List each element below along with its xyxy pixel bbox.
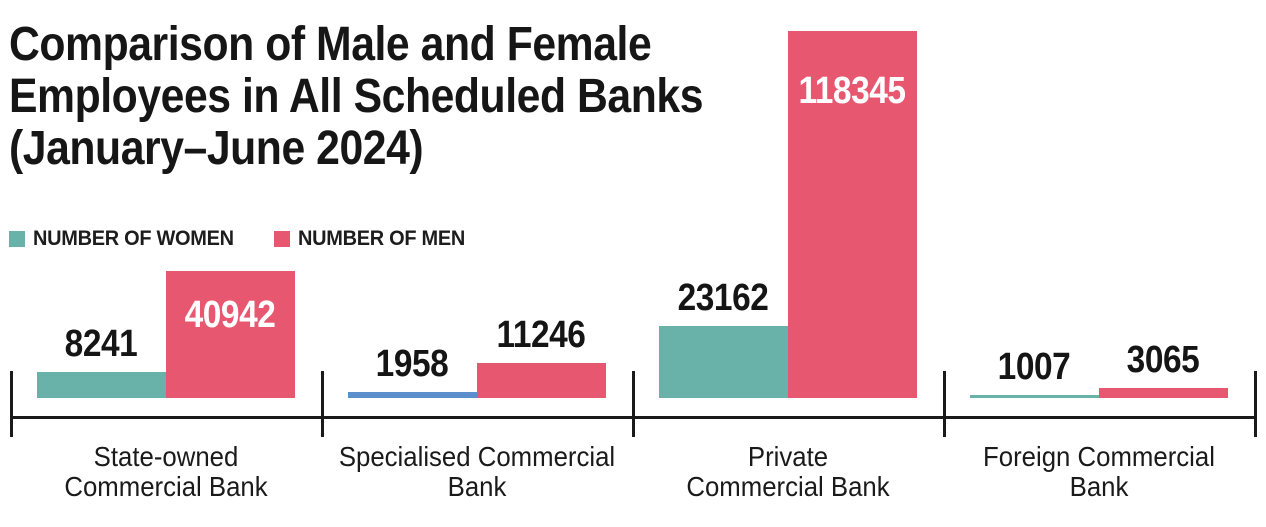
chart-legend: NUMBER OF WOMEN NUMBER OF MEN (9, 227, 474, 251)
axis-tick-3 (943, 371, 946, 437)
category-label-state-owned-commercial-bank: State-owned Commercial Bank (9, 442, 322, 502)
men-bar-state-owned-commercial-bank (165, 271, 295, 398)
category-label-private-commercial-bank-line-2: Commercial Bank (685, 471, 890, 502)
men-bar-specialised-commercial-bank (476, 363, 606, 398)
men-value-label-foreign-commercial-bank: 3065 (1126, 339, 1200, 381)
men-bar-foreign-commercial-bank (1098, 388, 1228, 398)
axis-tick-4 (1254, 371, 1257, 437)
legend-item-men: NUMBER OF MEN (274, 227, 474, 251)
legend-label-men: NUMBER OF MEN (298, 227, 466, 250)
women-value-label-private-commercial-bank: 23162 (677, 277, 769, 319)
women-bar-specialised-commercial-bank (347, 392, 477, 398)
category-label-specialised-commercial-bank-line-2: Bank (447, 471, 506, 502)
women-bar-state-owned-commercial-bank (36, 372, 166, 398)
chart-title-line-3: (January–June 2024) (9, 122, 424, 175)
category-label-foreign-commercial-bank: Foreign Commercial Bank (942, 442, 1255, 502)
men-bar-private-commercial-bank (787, 31, 917, 398)
chart-title-line-1: Comparison of Male and Female (9, 18, 652, 71)
women-bar-private-commercial-bank (658, 326, 788, 398)
women-bar-foreign-commercial-bank (969, 395, 1099, 398)
axis-tick-2 (632, 371, 635, 437)
category-label-state-owned-commercial-bank-line-1: State-owned (93, 441, 238, 472)
chart-title-line-2: Employees in All Scheduled Banks (9, 70, 704, 123)
men-value-label-state-owned-commercial-bank: 40942 (184, 294, 276, 336)
men-value-label-private-commercial-bank: 118345 (798, 70, 906, 112)
category-label-specialised-commercial-bank-line-1: Specialised Commercial (338, 441, 615, 472)
women-value-label-specialised-commercial-bank: 1958 (375, 343, 449, 385)
category-label-foreign-commercial-bank-line-2: Bank (1069, 471, 1128, 502)
women-value-label-foreign-commercial-bank: 1007 (997, 346, 1071, 388)
women-swatch-icon (9, 231, 25, 247)
legend-item-women: NUMBER OF WOMEN (9, 227, 244, 251)
men-value-label-specialised-commercial-bank: 11246 (496, 314, 586, 356)
category-label-private-commercial-bank-line-1: Private (747, 441, 828, 472)
women-value-label-state-owned-commercial-bank: 8241 (64, 323, 138, 365)
axis-tick-1 (321, 371, 324, 437)
category-label-private-commercial-bank: Private Commercial Bank (631, 442, 944, 502)
chart-title: Comparison of Male and Female Employees … (9, 18, 704, 175)
axis-tick-0 (10, 371, 13, 437)
men-swatch-icon (274, 231, 291, 247)
legend-label-women: NUMBER OF WOMEN (33, 227, 234, 250)
category-label-state-owned-commercial-bank-line-2: Commercial Bank (63, 471, 268, 502)
category-label-foreign-commercial-bank-line-1: Foreign Commercial (982, 441, 1215, 472)
category-label-specialised-commercial-bank: Specialised Commercial Bank (320, 442, 633, 502)
